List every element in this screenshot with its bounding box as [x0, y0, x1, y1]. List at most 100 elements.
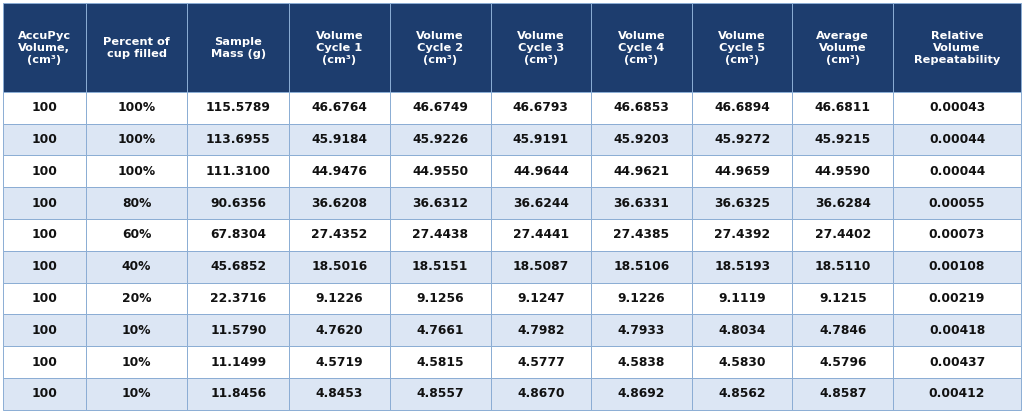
Bar	[591, 219, 692, 251]
Bar	[86, 219, 187, 251]
Bar	[793, 251, 893, 282]
Bar	[591, 314, 692, 346]
Text: 100: 100	[32, 133, 57, 146]
Bar	[390, 251, 490, 282]
Bar	[692, 155, 793, 187]
Bar	[490, 3, 591, 92]
Bar	[187, 219, 289, 251]
Text: 40%: 40%	[122, 260, 152, 273]
Bar	[490, 282, 591, 314]
Text: 100%: 100%	[118, 165, 156, 178]
Bar	[187, 346, 289, 378]
Text: 0.00044: 0.00044	[929, 133, 985, 146]
Bar	[893, 282, 1021, 314]
Bar	[390, 187, 490, 219]
Bar	[187, 251, 289, 282]
Bar	[289, 282, 390, 314]
Text: 44.9644: 44.9644	[513, 165, 568, 178]
Text: 18.5106: 18.5106	[613, 260, 670, 273]
Text: 45.9226: 45.9226	[412, 133, 468, 146]
Bar	[289, 378, 390, 410]
Text: Sample
Mass (g): Sample Mass (g)	[211, 37, 266, 59]
Text: 111.3100: 111.3100	[206, 165, 270, 178]
Text: 44.9590: 44.9590	[815, 165, 870, 178]
Bar	[390, 346, 490, 378]
Bar	[3, 346, 86, 378]
Text: Volume
Cycle 3
(cm³): Volume Cycle 3 (cm³)	[517, 31, 564, 64]
Text: 20%: 20%	[122, 292, 152, 305]
Text: 4.7661: 4.7661	[417, 324, 464, 337]
Bar	[591, 378, 692, 410]
Bar	[289, 219, 390, 251]
Text: 45.9184: 45.9184	[311, 133, 368, 146]
Text: 9.1226: 9.1226	[315, 292, 364, 305]
Text: 36.6284: 36.6284	[815, 197, 870, 210]
Text: 45.6852: 45.6852	[210, 260, 266, 273]
Bar	[591, 282, 692, 314]
Bar	[3, 3, 86, 92]
Bar	[390, 92, 490, 123]
Text: 4.5719: 4.5719	[315, 356, 364, 368]
Text: 9.1256: 9.1256	[417, 292, 464, 305]
Bar	[86, 187, 187, 219]
Text: 9.1119: 9.1119	[719, 292, 766, 305]
Text: 44.9476: 44.9476	[311, 165, 368, 178]
Text: 11.8456: 11.8456	[210, 387, 266, 400]
Text: 67.8304: 67.8304	[210, 228, 266, 242]
Text: 4.7982: 4.7982	[517, 324, 564, 337]
Text: 4.7620: 4.7620	[315, 324, 364, 337]
Bar	[3, 251, 86, 282]
Text: 0.00073: 0.00073	[929, 228, 985, 242]
Bar	[289, 123, 390, 155]
Text: 36.6208: 36.6208	[311, 197, 368, 210]
Bar	[591, 251, 692, 282]
Bar	[289, 92, 390, 123]
Text: 18.5087: 18.5087	[513, 260, 569, 273]
Text: 9.1226: 9.1226	[617, 292, 666, 305]
Text: 0.00418: 0.00418	[929, 324, 985, 337]
Bar	[591, 187, 692, 219]
Text: 18.5193: 18.5193	[714, 260, 770, 273]
Bar	[86, 92, 187, 123]
Bar	[490, 346, 591, 378]
Bar	[390, 378, 490, 410]
Text: 11.1499: 11.1499	[210, 356, 266, 368]
Text: 46.6811: 46.6811	[815, 101, 870, 114]
Bar	[86, 123, 187, 155]
Text: 113.6955: 113.6955	[206, 133, 270, 146]
Text: 27.4441: 27.4441	[513, 228, 569, 242]
Text: 100: 100	[32, 324, 57, 337]
Text: Relative
Volume
Repeatability: Relative Volume Repeatability	[913, 31, 1000, 64]
Bar	[893, 187, 1021, 219]
Text: Percent of
cup filled: Percent of cup filled	[103, 37, 170, 59]
Bar	[692, 3, 793, 92]
Text: 10%: 10%	[122, 387, 152, 400]
Text: 9.1215: 9.1215	[819, 292, 866, 305]
Text: 4.5796: 4.5796	[819, 356, 866, 368]
Text: 22.3716: 22.3716	[210, 292, 266, 305]
Bar	[692, 346, 793, 378]
Text: 80%: 80%	[122, 197, 152, 210]
Text: 4.8587: 4.8587	[819, 387, 866, 400]
Bar	[591, 92, 692, 123]
Text: Volume
Cycle 4
(cm³): Volume Cycle 4 (cm³)	[617, 31, 666, 64]
Bar	[390, 314, 490, 346]
Text: 44.9621: 44.9621	[613, 165, 670, 178]
Bar	[390, 219, 490, 251]
Text: 27.4402: 27.4402	[815, 228, 871, 242]
Text: 45.9203: 45.9203	[613, 133, 670, 146]
Text: 0.00043: 0.00043	[929, 101, 985, 114]
Text: 27.4392: 27.4392	[714, 228, 770, 242]
Bar	[490, 123, 591, 155]
Text: 4.8692: 4.8692	[617, 387, 666, 400]
Text: 45.9215: 45.9215	[815, 133, 871, 146]
Text: 4.7933: 4.7933	[617, 324, 666, 337]
Text: 4.5838: 4.5838	[617, 356, 666, 368]
Bar	[3, 92, 86, 123]
Bar	[793, 346, 893, 378]
Bar	[893, 123, 1021, 155]
Bar	[86, 378, 187, 410]
Bar	[692, 92, 793, 123]
Bar	[893, 314, 1021, 346]
Bar	[187, 123, 289, 155]
